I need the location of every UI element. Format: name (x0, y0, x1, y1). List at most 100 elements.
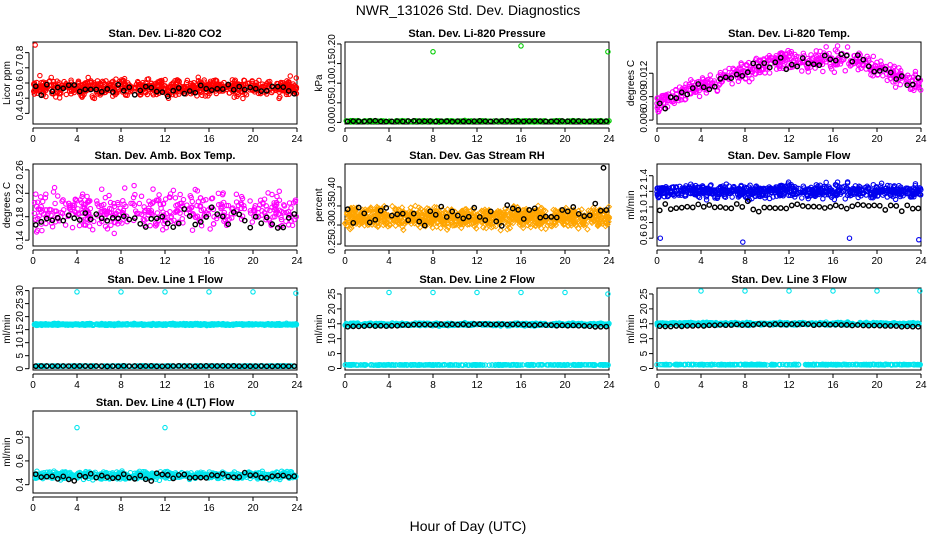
data-point (394, 211, 401, 218)
data-point (101, 207, 107, 214)
data-point (270, 214, 276, 220)
data-point (103, 211, 110, 217)
data-point (518, 118, 525, 125)
data-point (152, 223, 159, 229)
data-point (581, 213, 588, 220)
data-point (215, 190, 222, 197)
data-point (799, 195, 805, 201)
data-point (570, 118, 577, 125)
data-point (603, 213, 610, 221)
data-point (79, 191, 86, 197)
data-point (443, 118, 450, 125)
data-point (175, 363, 182, 369)
x-tick-label: 24 (291, 256, 303, 267)
data-point (662, 105, 669, 112)
data-point (181, 206, 188, 212)
y-tick-label: 0.6 (15, 76, 26, 90)
data-point (471, 118, 478, 125)
data-point (285, 212, 292, 218)
x-tick-label: 4 (698, 134, 704, 145)
data-point (454, 212, 461, 219)
data-point (487, 208, 494, 215)
data-point (267, 78, 273, 85)
data-point (740, 239, 746, 245)
data-point (438, 203, 445, 210)
data-point (398, 217, 406, 224)
data-point (449, 118, 456, 125)
x-axis: 0 4 8 12 16 20 24 (342, 127, 615, 145)
data-point (95, 81, 102, 87)
data-point (104, 86, 111, 92)
data-point (197, 203, 203, 210)
data-point (455, 215, 462, 223)
data-point (678, 204, 685, 211)
x-tick-label: 20 (559, 256, 571, 267)
data-point (586, 212, 593, 219)
data-point (71, 215, 78, 222)
data-point (688, 77, 694, 83)
data-point (230, 86, 237, 93)
data-point (203, 85, 210, 92)
data-point (405, 118, 412, 124)
data-point (821, 205, 828, 211)
data-point (166, 194, 173, 200)
data-point (263, 87, 270, 94)
data-point (820, 196, 826, 202)
data-point (219, 213, 226, 220)
data-point (172, 195, 179, 201)
data-point (72, 196, 79, 203)
data-point (142, 83, 149, 90)
x-tick-label: 4 (74, 380, 80, 391)
data-point (112, 211, 118, 217)
data-point (111, 230, 117, 237)
data-point (241, 217, 248, 224)
data-point (256, 77, 262, 84)
data-point (421, 220, 428, 227)
data-point (735, 78, 742, 85)
data-point (463, 218, 471, 226)
data-point (569, 208, 577, 215)
data-point (676, 84, 683, 90)
data-point (504, 118, 511, 124)
data-point (96, 220, 103, 227)
data-point (871, 202, 878, 209)
data-point (145, 209, 152, 215)
data-point (344, 214, 352, 222)
data-point (141, 204, 147, 210)
data-point (838, 51, 845, 58)
data-point (916, 237, 922, 243)
data-point (498, 222, 505, 229)
data-point (479, 118, 486, 124)
data-point (499, 211, 507, 218)
data-point (482, 217, 489, 223)
data-point (87, 86, 94, 93)
data-point (46, 78, 53, 84)
data-point (848, 62, 855, 68)
data-point (32, 83, 39, 90)
data-point (772, 205, 779, 212)
data-point (136, 210, 142, 217)
data-point (700, 84, 707, 91)
data-point (433, 223, 440, 230)
data-point (823, 179, 829, 186)
data-point (893, 76, 900, 82)
data-point (855, 66, 861, 73)
data-point (766, 64, 773, 71)
y-tick-label: 1.4 (639, 168, 650, 182)
data-point (68, 77, 74, 83)
data-point (59, 198, 65, 204)
data-point (126, 84, 133, 91)
data-point (860, 56, 867, 63)
data-point (269, 191, 275, 198)
data-point (410, 210, 417, 217)
data-point (603, 118, 610, 125)
data-point (74, 198, 80, 204)
x-axis: 0 4 8 12 16 20 24 (654, 127, 927, 145)
data-point (568, 212, 575, 220)
data-point (520, 216, 527, 222)
data-point (443, 214, 450, 220)
data-point (832, 57, 839, 64)
data-point (476, 118, 483, 124)
